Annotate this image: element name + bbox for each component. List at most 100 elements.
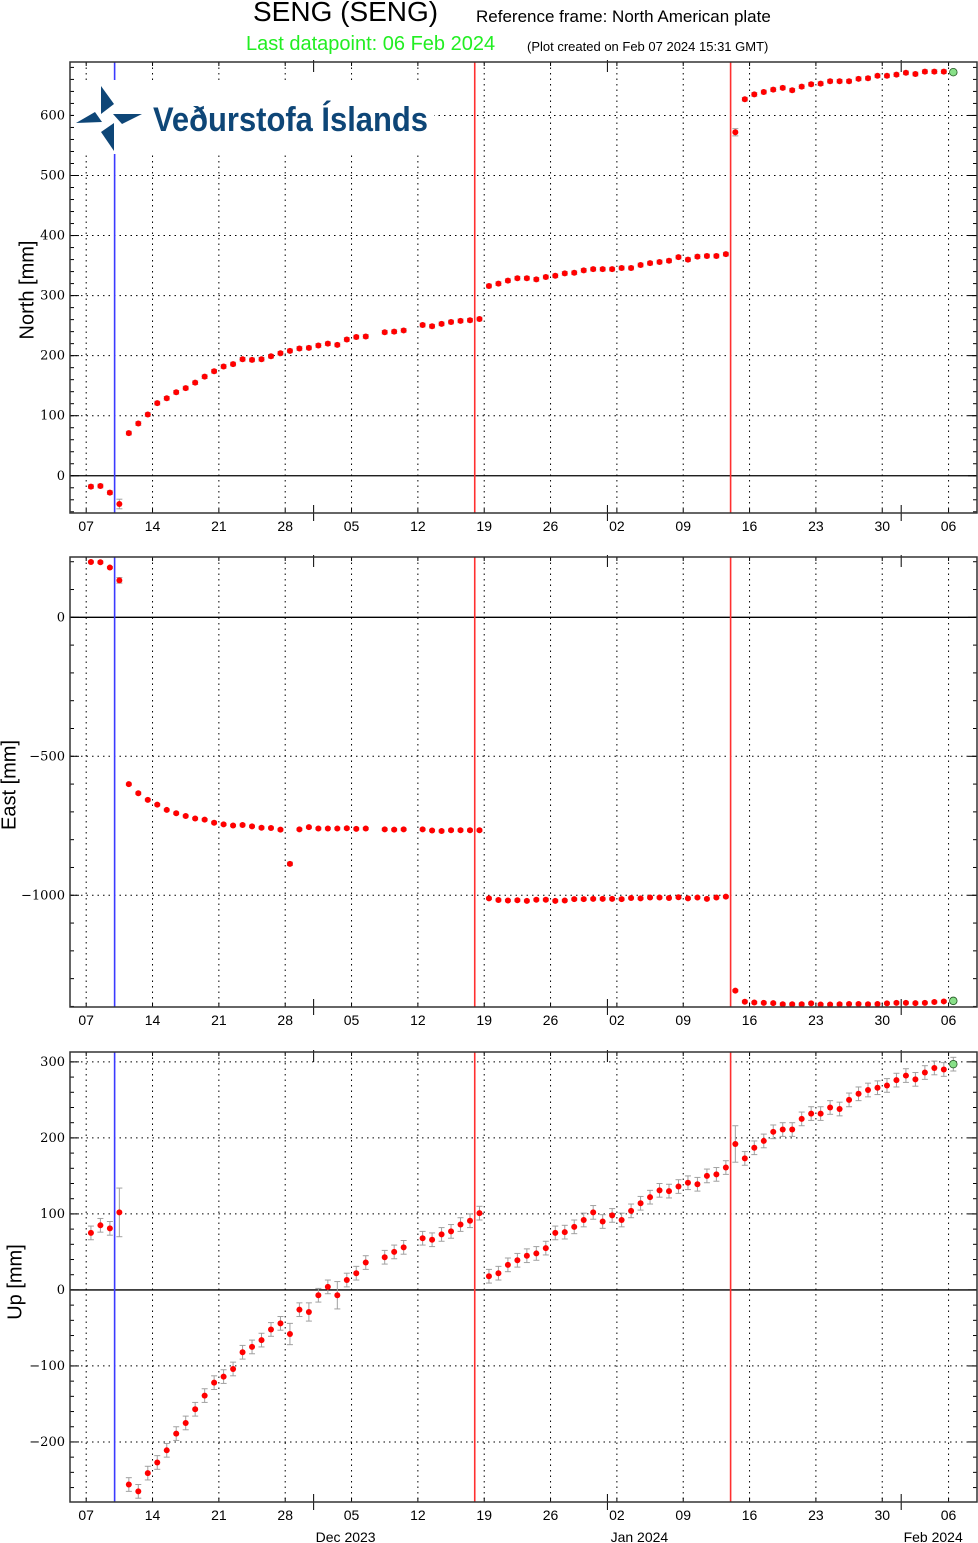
month-label: Feb 2024	[904, 1529, 963, 1543]
data-point	[694, 894, 701, 901]
data-point	[779, 1126, 786, 1133]
last-data-point	[949, 996, 958, 1006]
data-point	[779, 1001, 786, 1008]
data-point	[533, 896, 540, 903]
data-point	[400, 1244, 407, 1251]
data-point	[163, 806, 170, 813]
data-point	[315, 825, 322, 832]
data-point	[893, 999, 900, 1006]
data-point	[182, 813, 189, 820]
data-point	[144, 796, 151, 803]
data-point	[590, 895, 597, 902]
data-point	[940, 1066, 947, 1073]
x-tick-label: 21	[211, 518, 227, 534]
data-point	[666, 257, 673, 264]
data-point	[817, 80, 824, 87]
data-point	[542, 1245, 549, 1252]
data-point	[656, 1187, 663, 1194]
data-point	[154, 400, 161, 407]
x-tick-label: 30	[874, 1507, 890, 1523]
data-point	[116, 500, 123, 507]
y-tick-label: 100	[40, 409, 65, 424]
data-point	[448, 1228, 455, 1235]
data-point	[381, 826, 388, 833]
data-point	[808, 81, 815, 88]
data-point	[618, 1216, 625, 1223]
x-tick-label: 07	[78, 1507, 94, 1523]
data-point	[883, 72, 890, 79]
data-point	[448, 319, 455, 326]
data-point	[173, 389, 180, 396]
data-point	[628, 1207, 635, 1214]
data-point	[495, 280, 502, 287]
x-tick-label: 28	[277, 518, 293, 534]
data-point	[893, 1077, 900, 1084]
data-point	[201, 373, 208, 380]
data-point	[808, 1000, 815, 1007]
month-label: Dec 2023	[316, 1529, 376, 1543]
y-tick-label: 600	[40, 108, 65, 123]
data-point	[220, 821, 227, 828]
data-point	[618, 264, 625, 271]
data-point	[514, 897, 521, 904]
x-tick-label: 26	[543, 1507, 559, 1523]
data-point	[419, 322, 426, 329]
data-point	[618, 896, 625, 903]
logo-mark-icon	[76, 86, 142, 151]
data-point	[211, 368, 218, 375]
data-point	[400, 826, 407, 833]
data-point	[798, 83, 805, 90]
y-axis-title: Up [mm]	[4, 1244, 26, 1320]
data-point	[230, 1365, 237, 1372]
data-point	[87, 559, 94, 566]
data-point	[798, 1001, 805, 1008]
x-tick-label: 16	[742, 518, 758, 534]
data-point	[865, 1001, 872, 1008]
data-point	[571, 1223, 578, 1230]
data-point	[883, 1082, 890, 1089]
data-point	[703, 252, 710, 259]
data-point	[580, 267, 587, 274]
data-point	[201, 816, 208, 823]
data-point	[125, 430, 132, 437]
data-point	[628, 895, 635, 902]
data-point	[173, 810, 180, 817]
data-point	[514, 1257, 521, 1264]
data-point	[647, 1194, 654, 1201]
data-point	[144, 411, 151, 418]
data-point	[362, 333, 369, 340]
data-point	[921, 1069, 928, 1076]
data-point	[637, 1200, 644, 1207]
month-label: Jan 2024	[611, 1529, 669, 1543]
data-point	[656, 258, 663, 265]
data-point	[808, 1110, 815, 1117]
x-tick-label: 14	[145, 1507, 161, 1523]
data-point	[656, 894, 663, 901]
data-point	[533, 276, 540, 283]
data-point	[334, 1292, 341, 1299]
data-point	[353, 825, 360, 832]
data-point	[381, 329, 388, 336]
y-tick-label: 300	[40, 289, 65, 304]
data-point	[504, 1261, 511, 1268]
data-point	[940, 998, 947, 1005]
data-point	[211, 819, 218, 826]
data-point	[125, 1481, 132, 1488]
data-point	[552, 1229, 559, 1236]
x-tick-label: 05	[344, 1507, 360, 1523]
data-point	[561, 1229, 568, 1236]
data-point	[106, 489, 113, 496]
data-point	[722, 893, 729, 900]
x-tick-label: 23	[808, 1507, 824, 1523]
x-tick-label: 09	[675, 518, 691, 534]
data-point	[609, 895, 616, 902]
last-data-point	[949, 1059, 958, 1069]
data-point	[211, 1379, 218, 1386]
x-tick-label: 23	[808, 1012, 824, 1028]
x-tick-label: 21	[211, 1012, 227, 1028]
data-point	[760, 999, 767, 1006]
data-point	[533, 1250, 540, 1257]
plot-frame	[69, 1051, 978, 1503]
data-point	[466, 827, 473, 834]
data-point	[552, 897, 559, 904]
